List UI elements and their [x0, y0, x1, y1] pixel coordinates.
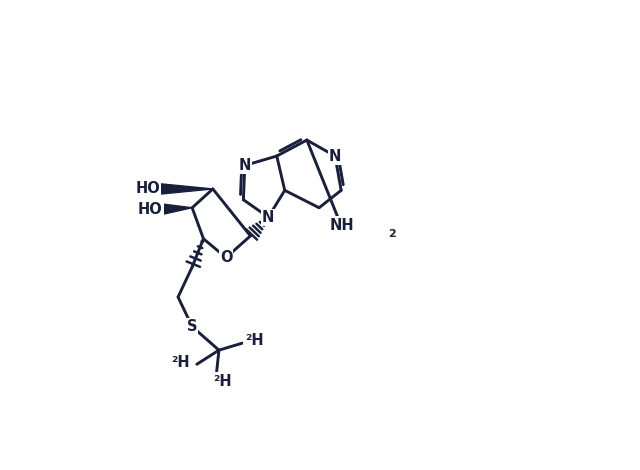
Text: HO: HO [138, 202, 163, 217]
Text: ²H: ²H [171, 355, 189, 370]
Text: N: N [239, 158, 251, 173]
Text: ²H: ²H [213, 374, 232, 389]
Text: ²H: ²H [245, 333, 264, 348]
Text: HO: HO [136, 181, 160, 196]
Text: 2: 2 [388, 228, 396, 239]
Text: S: S [187, 319, 197, 334]
Text: ²H: ²H [171, 355, 189, 370]
Text: ²H: ²H [213, 374, 232, 389]
Text: NH: NH [330, 218, 354, 233]
Text: O: O [220, 250, 232, 265]
Text: N: N [262, 210, 275, 225]
Text: NH2: NH2 [330, 218, 364, 233]
Polygon shape [163, 204, 192, 214]
Polygon shape [160, 184, 213, 194]
Text: N: N [329, 149, 341, 164]
Text: ²H: ²H [245, 333, 264, 348]
